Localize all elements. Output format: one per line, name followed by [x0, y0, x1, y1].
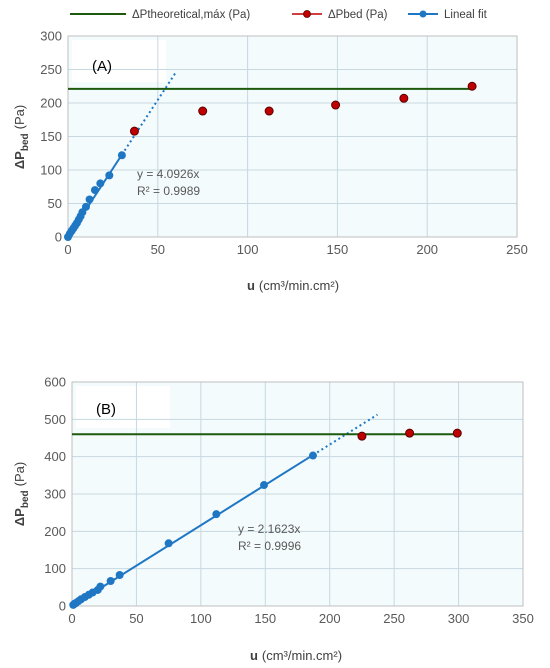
panel-b-x-tick-label: 250	[383, 611, 405, 626]
panel-a-y-tick-label: 150	[40, 129, 62, 144]
panel-b-r2: R² = 0.9996	[238, 539, 301, 553]
panel-b-ylabel: ΔPbed (Pa)	[12, 462, 31, 526]
panel-b-xlabel-bold: u	[250, 648, 258, 663]
panel-b-x-tick-label: 100	[190, 611, 212, 626]
panel-b-x-tick-label: 0	[68, 611, 75, 626]
panel-b-label: (B)	[96, 401, 116, 418]
panel-b-y-tick-label: 500	[44, 412, 66, 427]
panel-a-xlabel-rest: (cm³/min.cm²)	[259, 278, 339, 293]
panel-a-x-tick-label: 250	[506, 242, 528, 257]
panel-b-fit-point	[96, 582, 105, 591]
panel-b-y-tick-label: 0	[59, 599, 66, 614]
legend-fit-marker	[419, 10, 427, 18]
panel-b-x-tick-label: 200	[319, 611, 341, 626]
chart-panel-a: 0 50 100 150 200 250 0 50 100 150 200 250 300	[40, 29, 528, 258]
panel-a-y-tick-label: 200	[40, 96, 62, 111]
panel-b-bed-point	[405, 428, 415, 438]
panel-a-xlabel: u (cm³/min.cm²)	[247, 278, 339, 293]
panel-b-ylabel-unit: (Pa)	[12, 462, 27, 487]
panel-b-bed-point	[357, 431, 367, 441]
panel-a-bed-point	[198, 106, 208, 116]
panel-a-plot-border	[67, 35, 518, 238]
panel-a-y-tick-label: 50	[48, 196, 62, 211]
panel-b-fit-point	[106, 576, 115, 585]
panel-a-ylabel-unit: (Pa)	[12, 105, 27, 130]
panel-b-fit-point	[259, 481, 268, 490]
panel-a-fit-extension	[121, 71, 177, 156]
panel-a-r2: R² = 0.9989	[137, 184, 200, 198]
panel-b-y-tick-label: 400	[44, 449, 66, 464]
legend-fit-label: Lineal fit	[444, 9, 488, 21]
panel-a-equation: y = 4.0926x	[137, 167, 199, 181]
panel-a-y-tick-label: 250	[40, 62, 62, 77]
panel-b-x-tick-label: 150	[254, 611, 276, 626]
panel-a-fit-point	[81, 202, 90, 211]
panel-a-x-tick-label: 150	[327, 242, 349, 257]
panel-a-label: (A)	[92, 58, 112, 75]
panel-a-x-tick-label: 50	[151, 242, 165, 257]
panel-a-ylabel: ΔPbed (Pa)	[12, 105, 31, 169]
panel-a-bed-point	[264, 106, 274, 116]
legend: ΔPtheoretical,máx (Pa) ΔPbed (Pa) Lineal…	[70, 9, 488, 21]
panel-a-xlabel-bold: u	[247, 278, 255, 293]
panel-a-x-tick-label: 0	[64, 242, 71, 257]
panel-b-xlabel: u (cm³/min.cm²)	[250, 648, 342, 663]
panel-b-xlabel-rest: (cm³/min.cm²)	[262, 648, 342, 663]
panel-a-bed-point	[399, 93, 409, 103]
panel-b-y-tick-label: 600	[44, 375, 66, 390]
legend-bed-marker	[303, 10, 311, 18]
panel-b-y-tick-label: 100	[44, 561, 66, 576]
panel-b-fit-point	[212, 510, 221, 519]
panel-a-label-box	[72, 40, 166, 82]
panel-a-fit-point	[85, 195, 94, 204]
panel-a-bed-point	[467, 81, 477, 91]
panel-b-equation: y = 2.1623x	[238, 522, 300, 536]
panel-b-x-tick-label: 50	[129, 611, 143, 626]
panel-a-fit-point	[90, 186, 99, 195]
panel-b-bed-point	[452, 428, 462, 438]
panel-b-plot-border	[71, 381, 524, 607]
legend-bed-label: ΔPbed (Pa)	[328, 9, 388, 21]
panel-b-y-tick-label: 200	[44, 524, 66, 539]
panel-b-y-tick-label: 300	[44, 487, 66, 502]
panel-a-fit-point	[117, 151, 126, 160]
panel-a-x-tick-label: 200	[416, 242, 438, 257]
panel-b-ylabel-sub: bed	[20, 490, 31, 508]
panel-b-x-tick-label: 350	[512, 611, 534, 626]
panel-b-x-tick-label: 300	[448, 611, 470, 626]
panel-a-fit-point	[105, 171, 114, 180]
legend-theoretical-label: ΔPtheoretical,máx (Pa)	[132, 9, 250, 21]
panel-a-bed-point	[129, 126, 139, 136]
panel-a-y-tick-label: 300	[40, 29, 62, 44]
panel-a-x-tick-label: 100	[237, 242, 259, 257]
panel-b-fit-point	[164, 539, 173, 548]
panel-a-y-tick-label: 0	[55, 230, 62, 245]
panel-a-ylabel-main: ΔP	[12, 151, 27, 169]
panel-b-fit-point	[308, 451, 317, 460]
panel-b-fit-point	[115, 571, 124, 580]
panel-b-label-box	[76, 386, 170, 428]
chart-panel-b: 0 50 100 150 200 250 300 350 0 100 200 300 400 500 600	[44, 375, 534, 627]
panel-a-bed-point	[331, 100, 341, 110]
panel-a-ylabel-sub: bed	[20, 133, 31, 151]
panel-b-ylabel-main: ΔP	[12, 508, 27, 526]
panel-a-y-tick-label: 100	[40, 163, 62, 178]
panel-a-fit-point	[96, 179, 105, 188]
